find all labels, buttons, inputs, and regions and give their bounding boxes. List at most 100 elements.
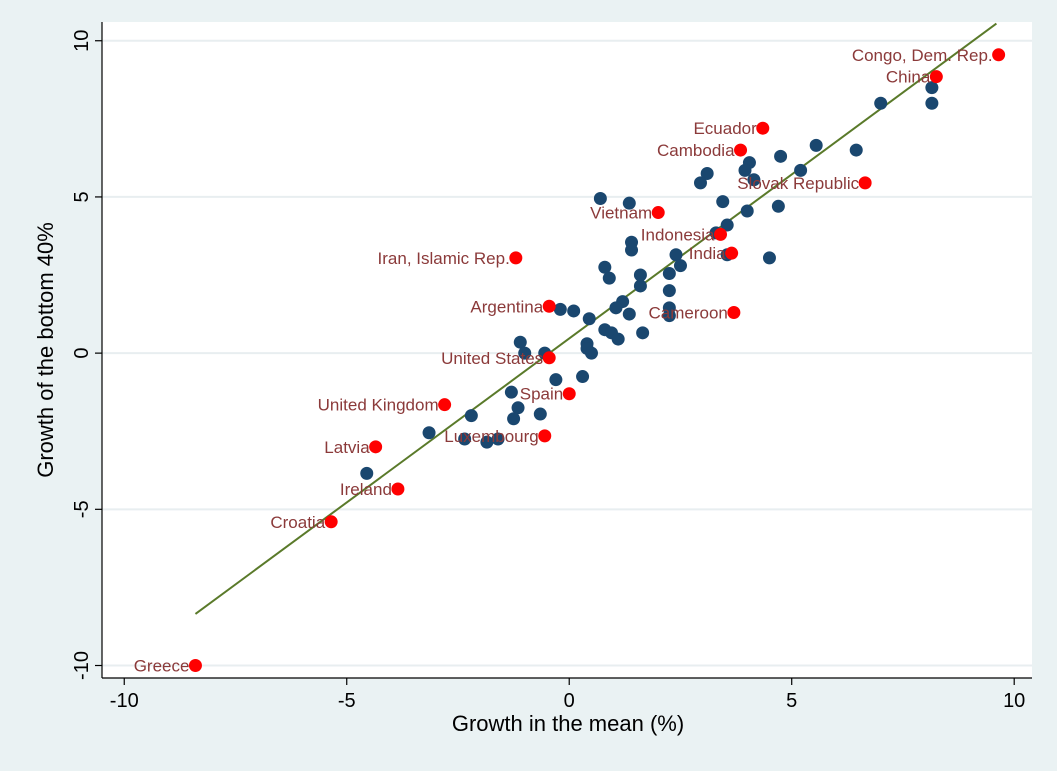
highlighted-point: [391, 482, 405, 496]
point-label: China: [886, 68, 931, 87]
data-points: [188, 48, 1006, 673]
data-point: [636, 326, 650, 340]
data-point: [622, 196, 636, 210]
data-point: [633, 268, 647, 282]
highlighted-point: [734, 143, 748, 157]
data-point: [549, 373, 563, 387]
point-label: Indonesia: [641, 225, 715, 244]
x-tick-label: 0: [564, 690, 575, 712]
data-point: [360, 466, 374, 480]
data-point: [598, 260, 612, 274]
data-point: [771, 199, 785, 213]
axes: -10 -5 0 5 10 -10 -5 0 5 10: [71, 22, 1032, 712]
data-point: [794, 163, 808, 177]
x-axis-title: Growth in the mean (%): [452, 711, 684, 736]
point-label: Congo, Dem. Rep.: [852, 46, 993, 65]
data-point: [925, 81, 939, 95]
data-point: [662, 284, 676, 298]
data-point: [633, 279, 647, 293]
y-tick-label: 10: [71, 30, 93, 52]
data-point: [422, 426, 436, 440]
highlighted-point: [651, 206, 665, 220]
highlighted-point: [324, 515, 338, 529]
point-label: Ireland: [340, 480, 392, 499]
data-point: [774, 149, 788, 163]
highlighted-point: [509, 251, 523, 265]
data-point: [809, 138, 823, 152]
data-point: [584, 346, 598, 360]
highlighted-point: [858, 176, 872, 190]
data-point: [593, 191, 607, 205]
data-point: [518, 346, 532, 360]
data-point: [533, 407, 547, 421]
data-point: [609, 301, 623, 315]
point-label: United Kingdom: [318, 396, 439, 415]
data-point: [720, 218, 734, 232]
highlighted-point: [929, 70, 943, 84]
point-label: Greece: [134, 657, 190, 676]
highlighted-point: [992, 48, 1006, 62]
point-label: Vietnam: [590, 204, 652, 223]
data-point: [849, 143, 863, 157]
highlighted-point: [538, 429, 552, 443]
point-label: Croatia: [270, 513, 325, 532]
fit-line: [194, 22, 997, 615]
data-point: [582, 312, 596, 326]
x-tick-label: 10: [1003, 690, 1025, 712]
x-tick-label: -10: [110, 690, 139, 712]
data-point: [662, 266, 676, 280]
data-point: [511, 401, 525, 415]
point-label: Ecuador: [693, 119, 757, 138]
y-tick-label: -5: [71, 500, 93, 518]
data-point: [576, 370, 590, 384]
point-label: Cambodia: [657, 141, 735, 160]
highlighted-point: [188, 659, 202, 673]
point-label: Argentina: [470, 297, 543, 316]
point-labels: Congo, Dem. Rep. China Ecuador CambodiaSlov…: [134, 46, 993, 676]
highlighted-point: [756, 121, 770, 135]
highlighted-point: [562, 387, 576, 401]
x-tick-label: 5: [786, 690, 797, 712]
highlighted-point: [727, 306, 741, 320]
highlighted-point: [725, 246, 739, 260]
data-point: [738, 163, 752, 177]
data-point: [762, 251, 776, 265]
point-label: United States: [441, 349, 543, 368]
y-axis-title: Growth of the bottom 40%: [33, 222, 58, 478]
data-point: [747, 173, 761, 187]
gridlines: [102, 39, 1032, 667]
highlighted-point: [369, 440, 383, 454]
data-point: [491, 432, 505, 446]
point-label: Spain: [520, 385, 563, 404]
highlighted-point: [714, 227, 728, 241]
y-tick-label: -10: [71, 651, 93, 680]
point-label: Iran, Islamic Rep.: [378, 249, 510, 268]
data-point: [693, 176, 707, 190]
data-point: [673, 259, 687, 273]
point-label: Slovak Republic: [737, 174, 859, 193]
data-point: [716, 195, 730, 209]
point-label: Latvia: [324, 438, 370, 457]
point-label: India: [689, 244, 726, 263]
point-label: Cameroon: [648, 304, 727, 323]
highlighted-point: [542, 351, 556, 365]
data-point: [925, 96, 939, 110]
data-point: [567, 304, 581, 318]
data-point: [602, 271, 616, 285]
point-label: Luxembourg: [444, 427, 539, 446]
data-point: [669, 248, 683, 262]
data-point: [700, 167, 714, 181]
data-point: [622, 307, 636, 321]
highlighted-point: [542, 299, 556, 313]
data-point: [507, 412, 521, 426]
highlighted-point: [438, 398, 452, 412]
data-point: [740, 204, 754, 218]
x-tick-label: -5: [338, 690, 356, 712]
data-point: [458, 432, 472, 446]
data-point: [464, 409, 478, 423]
data-point: [874, 96, 888, 110]
data-point: [553, 302, 567, 316]
data-point: [504, 385, 518, 399]
fit-line-group: [194, 22, 997, 615]
